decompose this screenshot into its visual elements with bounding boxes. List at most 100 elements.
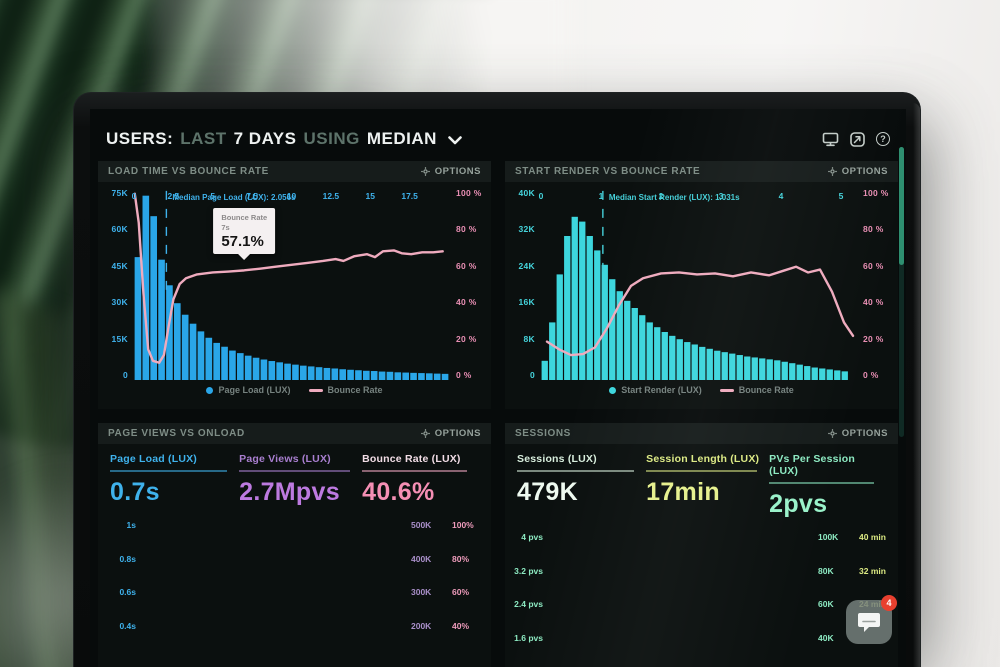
x-tick-label: 15 <box>365 191 375 201</box>
histogram-bar <box>811 367 818 380</box>
metric-block: Bounce Rate (LUX) 40.6% <box>362 453 479 507</box>
metric-value: 479K <box>517 478 578 506</box>
panel-sessions: SESSIONS OPTIONS Ses <box>505 423 898 667</box>
y-tick-pair: 80K 32 min <box>818 566 898 576</box>
options-button[interactable]: OPTIONS <box>827 428 888 439</box>
x-tick-label: 5 <box>838 191 844 201</box>
y-tick-label: 0 <box>122 369 128 380</box>
histogram-bar <box>197 331 205 380</box>
gear-icon <box>827 429 837 438</box>
legend-dot-marker <box>609 386 617 394</box>
histogram-bar <box>631 308 638 380</box>
y-tick-label: 2.4 pvs <box>514 599 543 610</box>
histogram-bar <box>699 346 706 380</box>
y-tick-label: 4 pvs <box>521 532 543 542</box>
metric-label: Page Views (LUX) <box>239 453 331 465</box>
histogram-bar <box>150 216 157 380</box>
scrollbar-thumb[interactable] <box>899 147 904 265</box>
histogram-bar <box>205 337 213 380</box>
histogram-bar <box>639 315 646 380</box>
y-tick-label: 100 % <box>456 188 482 198</box>
header-icons: ? <box>822 131 890 147</box>
y-tick-label: 40K <box>518 188 535 198</box>
plot-area <box>144 515 403 667</box>
options-label: OPTIONS <box>841 166 888 177</box>
histogram-bar <box>609 279 616 380</box>
histogram-bar <box>402 372 409 380</box>
plot-area: Median Start Render (LUX): 1.031s 0 1 2 3 4 5 <box>539 188 856 380</box>
histogram-bar <box>774 360 781 380</box>
options-button[interactable]: OPTIONS <box>827 166 888 177</box>
y-tick-label: 60 % <box>456 260 477 271</box>
metric-block: PVs Per Session (LUX) 2pvs <box>769 453 886 519</box>
options-label: OPTIONS <box>434 428 481 439</box>
gear-icon <box>827 167 837 176</box>
y-tick-label: 200K <box>411 620 432 631</box>
histogram-bar <box>378 371 386 380</box>
title-median: MEDIAN <box>366 129 437 148</box>
x-tick-label: 4 <box>778 191 784 201</box>
x-tick-label: 2 <box>658 191 664 201</box>
histogram-bar <box>579 221 586 380</box>
y-tick-label: 80 % <box>456 224 477 235</box>
y-tick-label: 60K <box>818 599 834 610</box>
options-button[interactable]: OPTIONS <box>420 166 481 177</box>
panel-title: START RENDER VS BOUNCE RATE <box>515 166 701 177</box>
y-axis-left: 1s 0.8s 0.6s 0.4s <box>98 515 144 631</box>
x-tick-label: 12.5 <box>322 191 340 201</box>
histogram-bar <box>363 370 370 380</box>
histogram-bar <box>594 250 601 380</box>
x-tick-label: 2.5 <box>167 191 180 201</box>
dashboard-title-dropdown[interactable]: USERS: LAST 7 DAYS USING MEDIAN <box>106 129 462 149</box>
metric-block: Page Views (LUX) 2.7Mpvs <box>239 453 362 507</box>
histogram-bar <box>804 366 811 380</box>
histogram-bar <box>292 364 299 380</box>
chevron-down-icon[interactable] <box>448 135 462 145</box>
y-tick-pair: 500K 100% <box>411 520 491 530</box>
y-tick-label: 80 % <box>863 224 884 235</box>
scrollbar[interactable] <box>899 147 904 437</box>
gear-icon <box>421 429 430 438</box>
y-tick-label: 60% <box>452 587 470 598</box>
histogram-bar <box>766 359 773 380</box>
line-chart: 4 pvs 3.2 pvs 2.4 pvs 1.6 pvs 100K 40 min 80K… <box>505 527 898 667</box>
options-button[interactable]: OPTIONS <box>421 428 481 439</box>
panel-title: LOAD TIME VS BOUNCE RATE <box>108 166 269 177</box>
histogram-bar <box>586 236 593 380</box>
histogram-bar <box>549 322 556 380</box>
y-tick-label: 15K <box>111 333 128 344</box>
y-tick-label: 75K <box>111 188 128 198</box>
histogram-bar <box>736 355 743 380</box>
y-tick-label: 60K <box>111 224 128 235</box>
histogram-bar <box>410 372 417 380</box>
legend-dot-marker <box>206 386 214 394</box>
histogram-bar <box>714 350 721 380</box>
metric-value: 40.6% <box>362 478 435 506</box>
histogram-bar <box>781 361 788 380</box>
histogram-bar <box>307 366 315 380</box>
display-icon[interactable] <box>822 132 839 147</box>
y-tick-label: 24K <box>518 260 535 271</box>
histogram-bar <box>826 369 833 380</box>
help-icon[interactable]: ? <box>876 132 890 146</box>
histogram-bar <box>174 303 181 380</box>
histogram-bar <box>789 363 796 380</box>
plot-area <box>551 527 810 667</box>
histogram-bar <box>661 332 668 380</box>
tooltip: Bounce Rate 7s 57.1% <box>213 208 276 255</box>
y-axis-right: 100 % 80 % 60 % 40 % 20 % 0 % <box>449 188 491 380</box>
histogram-bar <box>669 335 676 380</box>
share-icon[interactable] <box>850 131 865 147</box>
histogram-bar <box>347 369 354 380</box>
y-tick-label: 0 % <box>863 369 879 380</box>
chat-bubble-icon <box>858 613 880 632</box>
y-tick-label: 0 <box>529 369 535 380</box>
chat-widget-button[interactable]: 4 <box>846 595 897 644</box>
title-last: LAST <box>180 129 227 148</box>
y-tick-label: 1s <box>126 520 136 530</box>
histogram-bar <box>331 368 339 380</box>
histogram-chart: 40K 32K 24K 16K 8K 0 Median Start Render (LUX… <box>505 182 898 380</box>
histogram-bar <box>260 359 268 380</box>
title-users: USERS: <box>106 129 174 148</box>
